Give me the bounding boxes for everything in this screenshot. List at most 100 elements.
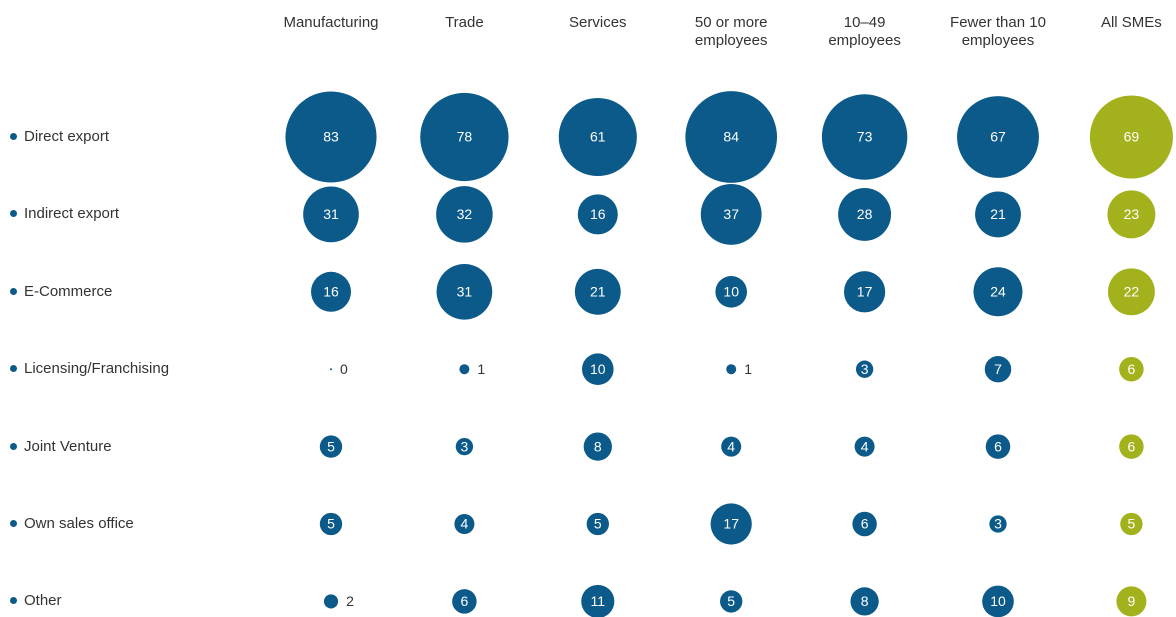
value-label: 2	[346, 593, 354, 609]
bubble	[436, 186, 493, 243]
bubble	[854, 436, 875, 457]
bubble	[685, 91, 778, 183]
bubble	[581, 353, 614, 386]
row-label: Other	[10, 592, 62, 610]
value-label: 9	[1128, 593, 1136, 609]
bubble	[957, 96, 1039, 178]
value-label: 6	[994, 438, 1002, 454]
bubble	[975, 191, 1021, 238]
value-label: 8	[594, 438, 602, 454]
value-label: 31	[457, 284, 473, 300]
value-label: 10	[590, 361, 606, 377]
row-label: Direct export	[9, 128, 110, 145]
column-header: All SMEs	[1100, 14, 1162, 31]
bubble	[436, 263, 493, 320]
value-label: 1	[744, 361, 752, 377]
bubble	[583, 432, 612, 461]
value-label: 16	[590, 206, 606, 222]
bubble	[850, 587, 879, 616]
bubble	[982, 585, 1014, 617]
value-label: 3	[461, 438, 469, 454]
value-label: 22	[1124, 284, 1140, 300]
bubble	[838, 187, 892, 241]
value-label: 5	[594, 516, 602, 532]
row-label: Indirect export	[9, 205, 120, 223]
value-label: 37	[723, 206, 739, 222]
bubble	[1119, 434, 1144, 459]
row-label: Joint Venture	[10, 437, 112, 455]
value-label: 5	[327, 438, 335, 454]
bubble	[558, 97, 637, 177]
bubble	[586, 512, 609, 536]
bubble	[821, 94, 908, 180]
value-label: 6	[861, 516, 869, 532]
value-label: 6	[1128, 438, 1136, 454]
bubble	[459, 364, 470, 375]
value-label: 4	[461, 516, 469, 532]
bubble	[581, 584, 615, 617]
value-label: 1	[477, 361, 485, 377]
value-label: 10	[723, 284, 739, 300]
value-label: 67	[990, 129, 1006, 145]
bubble	[319, 435, 343, 458]
value-label: 69	[1124, 129, 1140, 145]
value-label: 5	[727, 593, 735, 609]
value-label: 8	[861, 593, 869, 609]
bubble	[1119, 356, 1144, 382]
bubble	[855, 360, 874, 378]
bubble	[455, 437, 474, 456]
value-label: 6	[1128, 361, 1136, 377]
value-label: 17	[857, 284, 873, 300]
value-label: 21	[990, 206, 1006, 222]
value-label: 83	[323, 129, 339, 145]
value-label: 73	[857, 129, 873, 145]
value-label: 5	[327, 516, 335, 532]
row-label: Own sales office	[10, 515, 134, 532]
bubble	[984, 355, 1012, 383]
bubble	[454, 514, 475, 534]
value-label: 28	[857, 206, 873, 222]
value-label: 3	[861, 361, 869, 377]
value-label: 6	[461, 593, 469, 609]
value-label: 24	[990, 284, 1006, 300]
value-label: 10	[990, 593, 1006, 609]
value-label: 23	[1124, 206, 1140, 222]
row-label: E-Commerce	[9, 282, 113, 300]
bubble	[1107, 190, 1156, 239]
bubble	[721, 436, 742, 457]
bubble	[1089, 95, 1173, 179]
column-header: Fewer than 10 employees	[950, 14, 1046, 49]
column-header: 10–49 employees	[828, 14, 901, 49]
value-label: 4	[861, 438, 869, 454]
value-label: 7	[994, 361, 1002, 377]
bubble	[420, 92, 509, 182]
bubble	[1120, 512, 1143, 536]
bubble	[700, 183, 762, 245]
bubble	[303, 186, 359, 243]
bubble	[843, 271, 886, 313]
value-label: 3	[994, 516, 1002, 532]
value-label: 31	[323, 206, 339, 222]
bubble	[311, 271, 351, 312]
bubble	[985, 434, 1011, 459]
value-label: 11	[591, 593, 606, 609]
value-label: 84	[723, 129, 739, 145]
bubble	[1107, 268, 1155, 316]
column-header: Services	[569, 14, 627, 31]
row-label: Licensing/Franchising	[9, 360, 170, 378]
bubble	[323, 594, 339, 609]
bubble	[319, 512, 343, 536]
value-label: 17	[723, 516, 739, 532]
bubble	[726, 364, 737, 375]
value-label: 78	[457, 129, 473, 145]
bubble	[720, 590, 743, 613]
column-header: Trade	[445, 14, 484, 31]
bubble	[852, 511, 877, 537]
bubble	[1116, 586, 1147, 617]
value-label: 16	[323, 284, 339, 300]
value-label: 32	[457, 206, 473, 222]
bubble	[989, 515, 1007, 533]
bubble	[973, 267, 1023, 317]
